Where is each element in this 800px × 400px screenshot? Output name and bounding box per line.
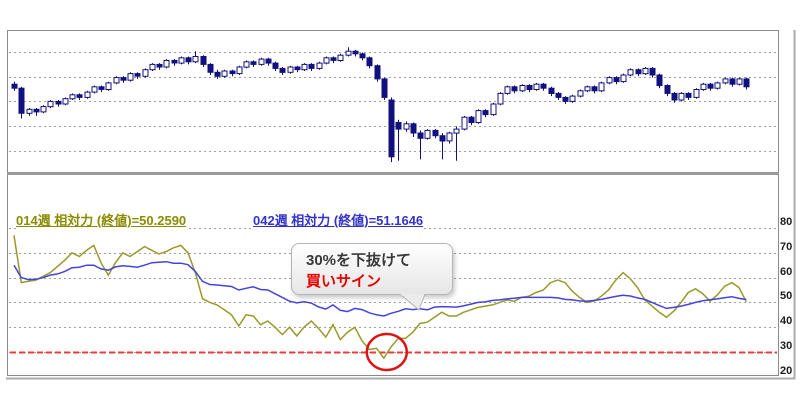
y-axis-tick-70: 70: [780, 241, 793, 253]
tooltip-line2: 買いサイン: [306, 273, 382, 290]
y-axis-tick-60: 60: [780, 266, 793, 278]
buy-signal-tooltip: 30%を下抜けて 買いサイン: [291, 243, 453, 295]
legend-rsi14-link[interactable]: 014週 相対力 (終値)=50.2590: [16, 213, 187, 229]
y-axis-tick-30: 30: [780, 340, 793, 352]
rsi-line: [13, 235, 747, 360]
legend-rsi42-link[interactable]: 042週 相対力 (終値)=51.1646: [253, 213, 424, 229]
y-axis-tick-20: 20: [780, 365, 793, 377]
rsi-line: [13, 260, 747, 317]
tooltip-tail: [399, 294, 426, 311]
tooltip-line1: 30%を下抜けて: [306, 252, 412, 269]
y-axis-tick-40: 40: [780, 315, 793, 327]
y-axis-tick-80: 80: [780, 216, 793, 228]
buy-signal-circle: [365, 332, 409, 372]
candlesticks: [11, 47, 750, 163]
y-axis-tick-50: 50: [780, 290, 793, 302]
